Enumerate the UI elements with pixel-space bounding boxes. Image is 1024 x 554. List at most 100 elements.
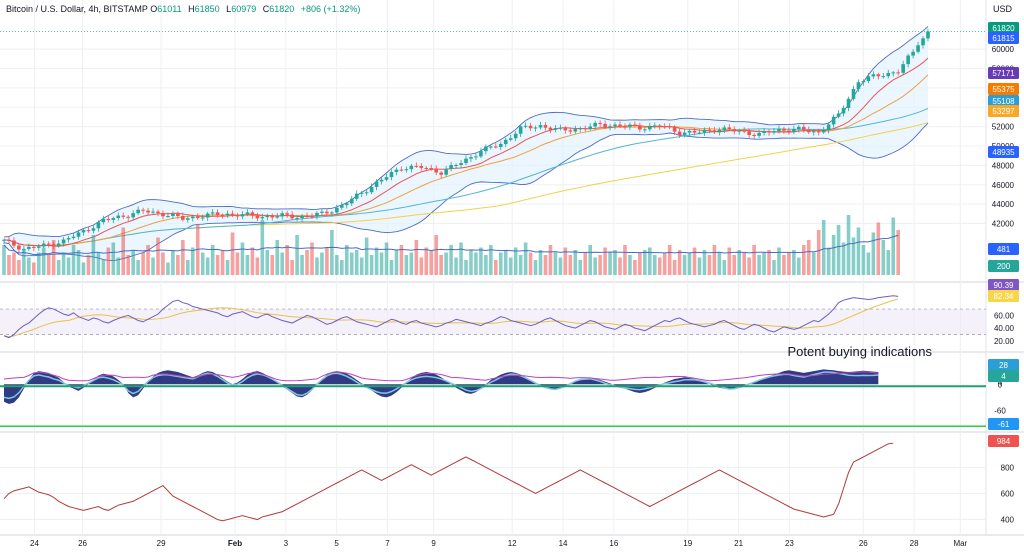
candle-body — [379, 179, 384, 182]
volume-bar — [161, 252, 165, 275]
volume-bar — [171, 250, 175, 275]
volume-bar — [498, 252, 503, 275]
volume-bar — [2, 245, 6, 275]
ad-line — [3, 442, 894, 522]
volume-bar — [643, 250, 647, 275]
x-tick-label: 23 — [785, 539, 794, 548]
osc-tag-b: 4 — [1001, 372, 1006, 381]
candle-body — [573, 129, 578, 132]
candle-body — [66, 238, 71, 240]
volume-bar — [17, 260, 21, 275]
annotation-text: Potent buying indications — [787, 344, 932, 359]
candle-body — [414, 165, 419, 167]
rsi-tick-label: 40.00 — [994, 324, 1015, 333]
volume-bar — [240, 242, 245, 275]
volume-bar — [489, 245, 493, 275]
volume-bar — [618, 257, 622, 275]
rsi-panel[interactable]: Potent buying indications — [0, 295, 986, 359]
bollinger-band-fill — [4, 26, 928, 261]
volume-bar — [136, 260, 140, 275]
volume-bar — [876, 222, 881, 275]
symbol-header[interactable]: Bitcoin / U.S. Dollar, 4h, BITSTAMP O610… — [6, 4, 364, 14]
volume-bar — [528, 252, 533, 275]
volume-bar — [727, 247, 732, 275]
volume-bar — [747, 257, 751, 275]
candle-body — [96, 222, 101, 229]
candle-body — [593, 122, 597, 127]
candle-body — [633, 124, 637, 126]
low-value: 60979 — [231, 4, 257, 14]
osc-tick-label: -60 — [994, 407, 1006, 416]
ad-tick-label: 800 — [1001, 463, 1015, 472]
y-tick-label: 52000 — [992, 123, 1015, 132]
volume-bar — [424, 247, 429, 275]
volume-bar — [181, 240, 185, 275]
x-tick-label: 24 — [30, 539, 39, 548]
candle-body — [81, 230, 86, 233]
candle-body — [225, 213, 230, 216]
volume-bar — [300, 255, 304, 275]
volume-bar — [722, 260, 727, 275]
volume-bar — [220, 250, 225, 275]
volume-bar — [657, 257, 662, 275]
candle-body — [792, 129, 796, 133]
volume-bar — [672, 260, 677, 275]
candle-body — [702, 129, 707, 133]
volume-bar — [429, 250, 434, 275]
candle-body — [46, 243, 51, 245]
candle-body — [861, 81, 866, 83]
candle-body — [498, 144, 503, 147]
volume-bar — [732, 255, 737, 275]
candle-body — [404, 169, 409, 171]
volume-bar — [518, 255, 523, 275]
volume-bar — [598, 255, 602, 275]
candle-body — [533, 127, 538, 129]
candle-body — [389, 172, 394, 178]
volume-bar — [449, 245, 453, 275]
candle-body — [335, 207, 339, 213]
candle-body — [538, 125, 543, 128]
price-tag-ma-a-bg — [988, 67, 1019, 79]
candle-body — [662, 126, 667, 128]
candle-body — [186, 218, 190, 220]
ad-line-panel[interactable] — [3, 442, 894, 522]
volume-panel[interactable] — [2, 215, 900, 275]
candle-body — [240, 214, 245, 217]
candle-body — [210, 212, 215, 214]
volume-bar — [270, 255, 275, 275]
volume-bar — [290, 260, 294, 275]
price-panel[interactable] — [0, 26, 986, 261]
candle-body — [603, 123, 607, 128]
candle-body — [558, 127, 563, 129]
candle-body — [265, 216, 270, 218]
candle-body — [886, 73, 891, 77]
volume-bar — [811, 252, 816, 275]
candle-body — [682, 132, 687, 136]
candle-body — [161, 213, 165, 217]
volume-bar — [359, 257, 364, 275]
candle-body — [340, 205, 344, 208]
volume-bar — [444, 252, 448, 275]
candle-body — [926, 31, 930, 39]
oscillator-panel[interactable] — [0, 369, 986, 427]
volume-bar — [210, 245, 215, 275]
volume-bar — [742, 252, 746, 275]
volume-bar — [434, 235, 438, 275]
candle-body — [677, 131, 682, 136]
candle-body — [22, 248, 26, 250]
candle-body — [56, 243, 61, 247]
rsi-tick-label: 60.00 — [994, 311, 1015, 320]
candle-body — [921, 38, 925, 46]
volume-bar — [315, 257, 319, 275]
volume-bar — [797, 257, 801, 275]
symbol-title: Bitcoin / U.S. Dollar, 4h, BITSTAMP — [6, 4, 148, 14]
candle-body — [772, 131, 776, 133]
volume-bar — [106, 247, 111, 275]
price-tag-last: 61820 — [992, 24, 1015, 33]
candle-body — [195, 216, 200, 219]
volume-bar — [603, 247, 607, 275]
candle-body — [330, 212, 334, 214]
volume-bar — [623, 245, 627, 275]
